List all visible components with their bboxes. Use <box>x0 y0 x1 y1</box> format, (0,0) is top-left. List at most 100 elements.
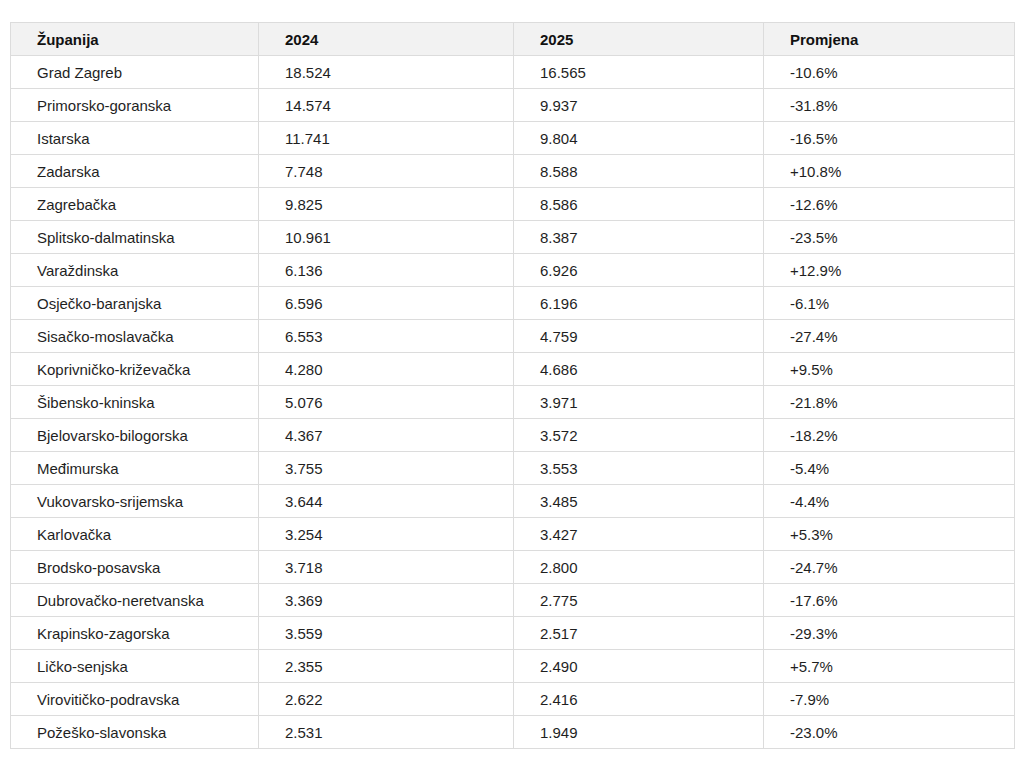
county-cell: Varaždinska <box>11 254 259 287</box>
value-2024-cell: 2.622 <box>259 683 514 716</box>
table-row: Šibensko-kninska5.0763.971-21.8% <box>11 386 1015 419</box>
county-cell: Brodsko-posavska <box>11 551 259 584</box>
value-2024-cell: 3.254 <box>259 518 514 551</box>
value-2024-cell: 11.741 <box>259 122 514 155</box>
change-cell: -4.4% <box>764 485 1015 518</box>
county-cell: Šibensko-kninska <box>11 386 259 419</box>
county-cell: Primorsko-goranska <box>11 89 259 122</box>
column-header-2025: 2025 <box>514 23 764 56</box>
table-row: Krapinsko-zagorska3.5592.517-29.3% <box>11 617 1015 650</box>
value-2025-cell: 3.427 <box>514 518 764 551</box>
county-cell: Međimurska <box>11 452 259 485</box>
county-cell: Požeško-slavonska <box>11 716 259 749</box>
county-cell: Osječko-baranjska <box>11 287 259 320</box>
value-2025-cell: 1.949 <box>514 716 764 749</box>
county-cell: Vukovarsko-srijemska <box>11 485 259 518</box>
column-header-promjena: Promjena <box>764 23 1015 56</box>
column-header-zupanija: Županija <box>11 23 259 56</box>
value-2024-cell: 6.596 <box>259 287 514 320</box>
value-2025-cell: 3.485 <box>514 485 764 518</box>
table-row: Istarska11.7419.804-16.5% <box>11 122 1015 155</box>
value-2024-cell: 3.755 <box>259 452 514 485</box>
table-row: Zadarska7.7488.588+10.8% <box>11 155 1015 188</box>
value-2025-cell: 6.196 <box>514 287 764 320</box>
value-2024-cell: 3.369 <box>259 584 514 617</box>
value-2025-cell: 16.565 <box>514 56 764 89</box>
table-row: Splitsko-dalmatinska10.9618.387-23.5% <box>11 221 1015 254</box>
value-2025-cell: 6.926 <box>514 254 764 287</box>
value-2024-cell: 2.531 <box>259 716 514 749</box>
county-cell: Zadarska <box>11 155 259 188</box>
value-2024-cell: 10.961 <box>259 221 514 254</box>
table-header: Županija 2024 2025 Promjena <box>11 23 1015 56</box>
change-cell: +10.8% <box>764 155 1015 188</box>
change-cell: -10.6% <box>764 56 1015 89</box>
change-cell: -12.6% <box>764 188 1015 221</box>
table-row: Virovitičko-podravska2.6222.416-7.9% <box>11 683 1015 716</box>
county-cell: Grad Zagreb <box>11 56 259 89</box>
change-cell: -21.8% <box>764 386 1015 419</box>
value-2024-cell: 9.825 <box>259 188 514 221</box>
table-body: Grad Zagreb18.52416.565-10.6%Primorsko-g… <box>11 56 1015 749</box>
value-2025-cell: 3.572 <box>514 419 764 452</box>
county-cell: Zagrebačka <box>11 188 259 221</box>
change-cell: +5.7% <box>764 650 1015 683</box>
change-cell: -17.6% <box>764 584 1015 617</box>
table-row: Ličko-senjska2.3552.490+5.7% <box>11 650 1015 683</box>
county-cell: Splitsko-dalmatinska <box>11 221 259 254</box>
table-row: Koprivničko-križevačka4.2804.686+9.5% <box>11 353 1015 386</box>
table-row: Vukovarsko-srijemska3.6443.485-4.4% <box>11 485 1015 518</box>
change-cell: +9.5% <box>764 353 1015 386</box>
value-2025-cell: 8.387 <box>514 221 764 254</box>
table-row: Zagrebačka9.8258.586-12.6% <box>11 188 1015 221</box>
change-cell: -18.2% <box>764 419 1015 452</box>
value-2025-cell: 8.586 <box>514 188 764 221</box>
change-cell: -31.8% <box>764 89 1015 122</box>
change-cell: -24.7% <box>764 551 1015 584</box>
value-2024-cell: 6.136 <box>259 254 514 287</box>
county-cell: Bjelovarsko-bilogorska <box>11 419 259 452</box>
table-row: Dubrovačko-neretvanska3.3692.775-17.6% <box>11 584 1015 617</box>
table-row: Varaždinska6.1366.926+12.9% <box>11 254 1015 287</box>
value-2025-cell: 3.553 <box>514 452 764 485</box>
change-cell: -29.3% <box>764 617 1015 650</box>
county-cell: Krapinsko-zagorska <box>11 617 259 650</box>
value-2024-cell: 4.280 <box>259 353 514 386</box>
change-cell: +12.9% <box>764 254 1015 287</box>
value-2024-cell: 2.355 <box>259 650 514 683</box>
table-row: Grad Zagreb18.52416.565-10.6% <box>11 56 1015 89</box>
change-cell: -7.9% <box>764 683 1015 716</box>
counties-table: Županija 2024 2025 Promjena Grad Zagreb1… <box>10 22 1015 749</box>
change-cell: -5.4% <box>764 452 1015 485</box>
change-cell: -27.4% <box>764 320 1015 353</box>
value-2024-cell: 7.748 <box>259 155 514 188</box>
header-row: Županija 2024 2025 Promjena <box>11 23 1015 56</box>
table-row: Osječko-baranjska6.5966.196-6.1% <box>11 287 1015 320</box>
value-2025-cell: 2.775 <box>514 584 764 617</box>
value-2025-cell: 3.971 <box>514 386 764 419</box>
table-row: Primorsko-goranska14.5749.937-31.8% <box>11 89 1015 122</box>
value-2025-cell: 4.759 <box>514 320 764 353</box>
value-2025-cell: 2.517 <box>514 617 764 650</box>
county-cell: Dubrovačko-neretvanska <box>11 584 259 617</box>
value-2024-cell: 6.553 <box>259 320 514 353</box>
value-2024-cell: 4.367 <box>259 419 514 452</box>
table-row: Karlovačka3.2543.427+5.3% <box>11 518 1015 551</box>
value-2024-cell: 14.574 <box>259 89 514 122</box>
county-cell: Istarska <box>11 122 259 155</box>
table-row: Sisačko-moslavačka6.5534.759-27.4% <box>11 320 1015 353</box>
change-cell: -23.0% <box>764 716 1015 749</box>
county-cell: Virovitičko-podravska <box>11 683 259 716</box>
table-row: Međimurska3.7553.553-5.4% <box>11 452 1015 485</box>
value-2025-cell: 2.800 <box>514 551 764 584</box>
value-2025-cell: 9.937 <box>514 89 764 122</box>
counties-table-container: Županija 2024 2025 Promjena Grad Zagreb1… <box>10 22 1014 749</box>
column-header-2024: 2024 <box>259 23 514 56</box>
table-row: Bjelovarsko-bilogorska4.3673.572-18.2% <box>11 419 1015 452</box>
value-2024-cell: 3.559 <box>259 617 514 650</box>
value-2024-cell: 5.076 <box>259 386 514 419</box>
table-row: Brodsko-posavska3.7182.800-24.7% <box>11 551 1015 584</box>
county-cell: Karlovačka <box>11 518 259 551</box>
change-cell: -23.5% <box>764 221 1015 254</box>
value-2024-cell: 3.644 <box>259 485 514 518</box>
